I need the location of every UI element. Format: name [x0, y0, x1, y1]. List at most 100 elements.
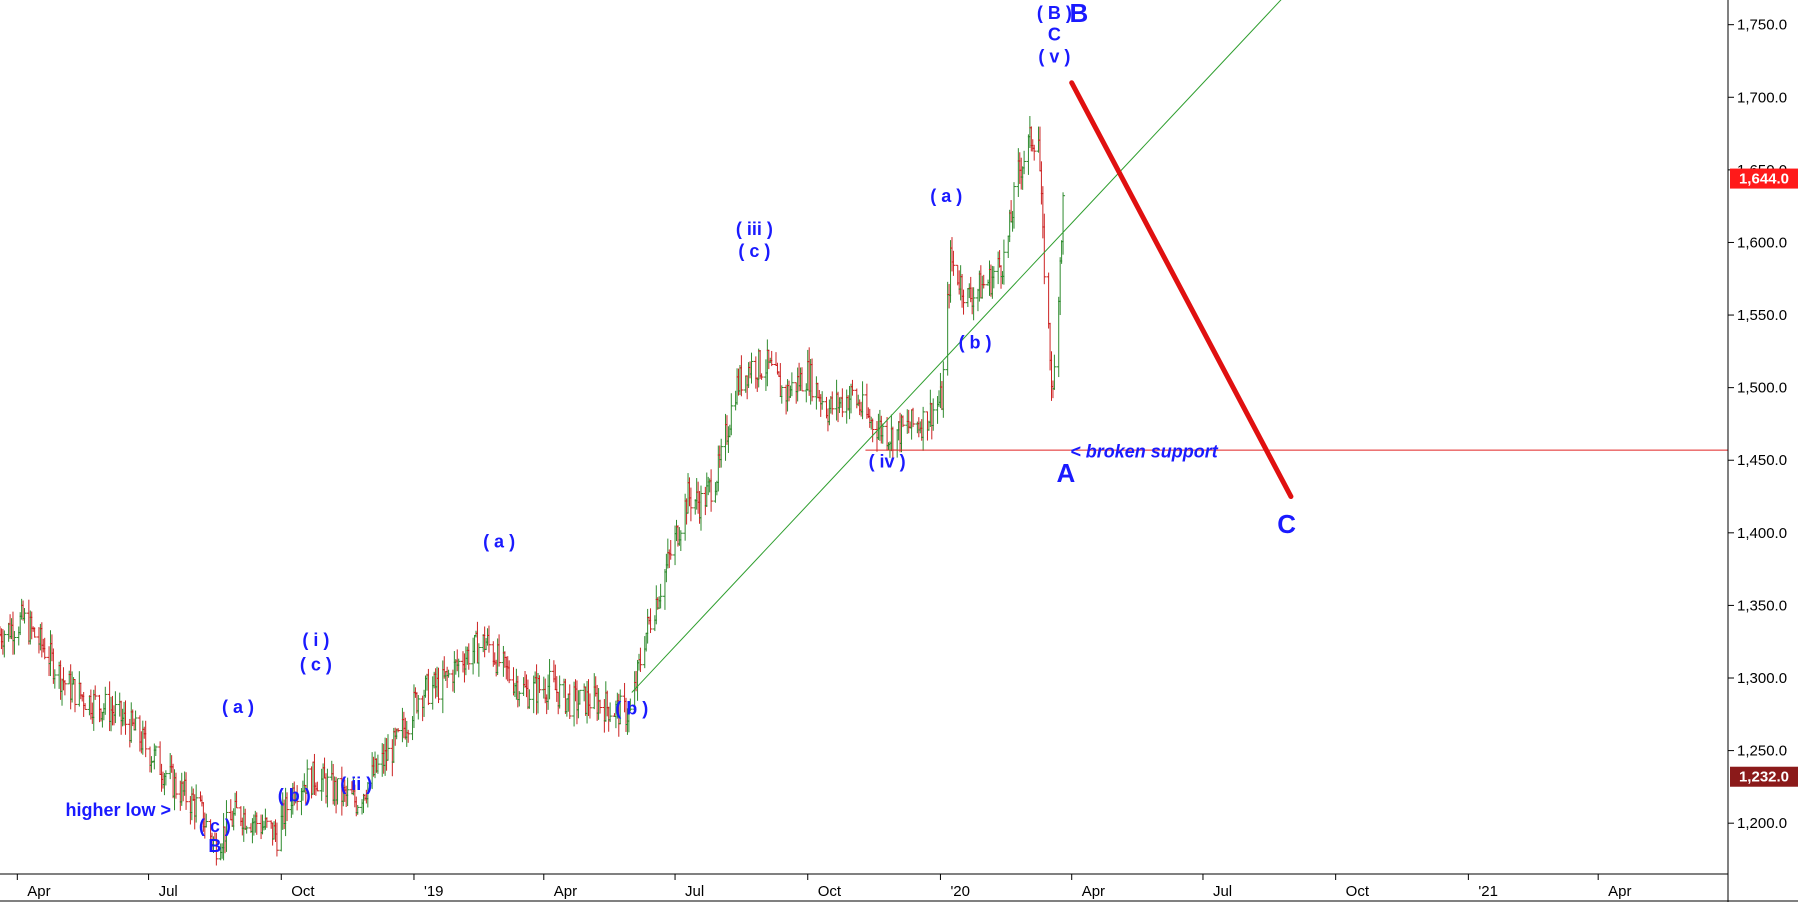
price-bar: [537, 675, 542, 694]
price-bar: [204, 813, 209, 828]
wave-label: < broken support: [1070, 441, 1219, 461]
y-tick-label: 1,250.0: [1737, 743, 1787, 760]
wave-label-big: C: [1277, 509, 1296, 539]
price-bar: [1001, 239, 1006, 285]
price-bar: [547, 659, 552, 700]
x-tick-label: Apr: [1608, 883, 1631, 900]
price-bar: [668, 539, 673, 560]
wave-label: ( iv ): [869, 451, 906, 471]
wave-label: ( a ): [930, 186, 962, 206]
price-bar: [52, 669, 57, 689]
price-bar: [799, 367, 804, 392]
price-bar: [285, 792, 290, 822]
price-bar: [163, 770, 168, 786]
price-bar: [921, 406, 926, 451]
price-bar: [517, 691, 522, 707]
price-bar: [62, 680, 67, 696]
price-bar: [254, 812, 259, 835]
price-bar: [507, 660, 512, 684]
x-tick-label: '19: [424, 883, 444, 900]
low-price-badge-text: 1,232.0: [1739, 769, 1789, 786]
price-bar: [1061, 192, 1066, 255]
current-price-badge-bg: [1730, 168, 1798, 189]
price-bar: [466, 643, 471, 670]
wave-label: ( v ): [1038, 46, 1070, 66]
price-bar: [911, 407, 916, 428]
price-bar: [497, 634, 502, 667]
price-bar: [1022, 150, 1027, 175]
price-bar: [789, 372, 794, 397]
price-bar: [143, 720, 148, 758]
price-badges: 1,644.0 1,232.0: [1730, 168, 1798, 787]
wave-label: higher low >: [66, 800, 172, 820]
price-bar: [234, 791, 239, 809]
price-bar: [991, 266, 996, 289]
wave-label-big: B: [1070, 0, 1089, 28]
price-bars: [0, 116, 1066, 866]
wave-annotations: ( a ) ( b ) ( i ) ( c ) ( ii ) ( a ) ( b ) ( ii…: [66, 0, 1297, 856]
x-tick-label: Apr: [1082, 883, 1105, 900]
price-bar: [628, 698, 633, 712]
price-bar: [981, 274, 986, 289]
price-bar: [12, 631, 17, 655]
price-bar: [860, 381, 865, 420]
y-axis-panel: [1728, 0, 1798, 902]
price-bar: [32, 627, 37, 638]
price-bar: [648, 608, 653, 634]
price-bar: [274, 822, 279, 857]
price-bar: [446, 669, 451, 678]
price-bar: [638, 647, 643, 672]
price-bar: [456, 658, 461, 678]
y-tick-label: 1,500.0: [1737, 380, 1787, 397]
y-tick-label: 1,350.0: [1737, 597, 1787, 614]
price-bar: [719, 438, 724, 468]
wave-label: ( a ): [222, 697, 254, 717]
wave-label: ( B ): [1037, 3, 1072, 23]
wave-label: ( i ): [302, 630, 329, 650]
y-tick-label: 1,200.0: [1737, 815, 1787, 832]
price-bar: [436, 667, 441, 704]
low-price-badge: 1,232.0: [1730, 766, 1798, 787]
x-tick-label: Apr: [27, 883, 50, 900]
price-bar: [396, 728, 401, 733]
wave-label: B: [208, 836, 221, 856]
price-bar: [295, 785, 300, 811]
price-bar: [315, 781, 320, 792]
y-tick-label: 1,600.0: [1737, 234, 1787, 251]
price-bar: [961, 289, 966, 315]
wave-label: ( c ): [738, 241, 770, 261]
x-tick-label: '20: [950, 883, 970, 900]
price-bar: [426, 668, 431, 706]
price-bar: [214, 832, 219, 866]
y-tick-label: 1,750.0: [1737, 17, 1787, 34]
price-bar: [709, 469, 714, 512]
price-bar: [729, 393, 734, 436]
price-bar: [93, 685, 98, 700]
price-bar: [880, 423, 885, 444]
price-bar: [557, 675, 562, 709]
price-bar: [618, 689, 623, 725]
price-bar: [2, 630, 7, 658]
price-bar: [153, 745, 158, 757]
price-bar: [42, 637, 47, 660]
price-bar: [820, 391, 825, 410]
price-bar: [173, 772, 178, 799]
price-bar: [406, 729, 411, 743]
y-tick-label: 1,700.0: [1737, 89, 1787, 106]
wave-label: ( b ): [959, 332, 992, 352]
y-tick-label: 1,400.0: [1737, 525, 1787, 542]
price-bar: [971, 287, 976, 321]
price-bar: [577, 689, 582, 705]
price-bar: [113, 691, 118, 724]
price-bar: [416, 695, 421, 720]
price-bar: [345, 777, 350, 807]
low-price-badge-bg: [1730, 766, 1798, 787]
price-bar: [598, 699, 603, 714]
price-bar: [658, 583, 663, 609]
price-bar: [699, 485, 704, 531]
price-bar: [587, 693, 592, 719]
price-bar: [527, 689, 532, 709]
price-bar: [769, 350, 774, 367]
price-bar: [1052, 354, 1057, 390]
projection-line: [1069, 80, 1294, 500]
